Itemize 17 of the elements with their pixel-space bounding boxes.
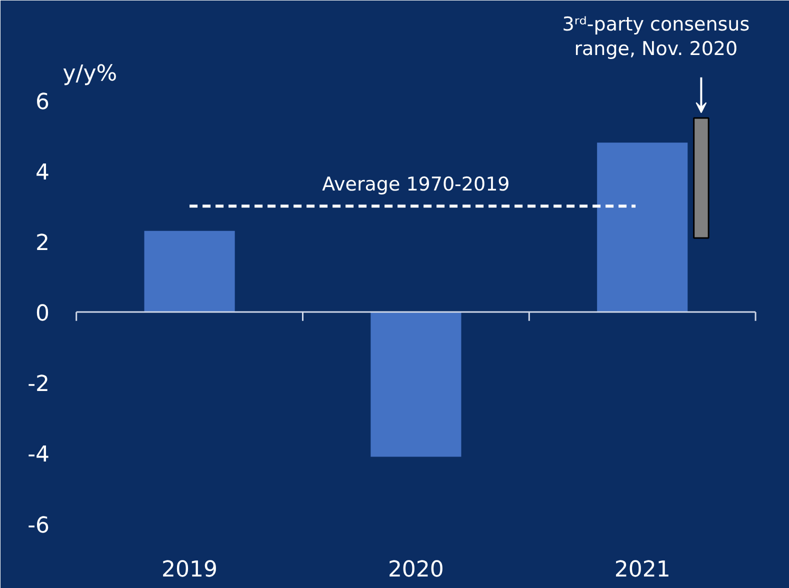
x-tick-label: 2021 (614, 558, 670, 582)
y-axis-title: y/y% (62, 61, 118, 86)
x-tick-label: 2020 (388, 558, 444, 582)
ref-line-label: Average 1970-2019 (322, 174, 510, 196)
y-tick-label: -6 (28, 513, 50, 538)
y-tick-label: -4 (28, 442, 50, 468)
bar (693, 117, 710, 239)
y-tick-label: 4 (36, 160, 50, 186)
y-tick-label: -2 (28, 372, 50, 398)
bar (144, 230, 235, 312)
annotation: 3ʳᵈ-party consensus range, Nov. 2020 (562, 14, 750, 60)
y-tick-label: 2 (36, 230, 50, 256)
y-tick-label: 0 (36, 302, 50, 327)
bar (370, 312, 462, 457)
bar (597, 142, 688, 312)
x-tick-label: 2019 (162, 558, 218, 582)
y-tick-label: 6 (36, 90, 50, 115)
